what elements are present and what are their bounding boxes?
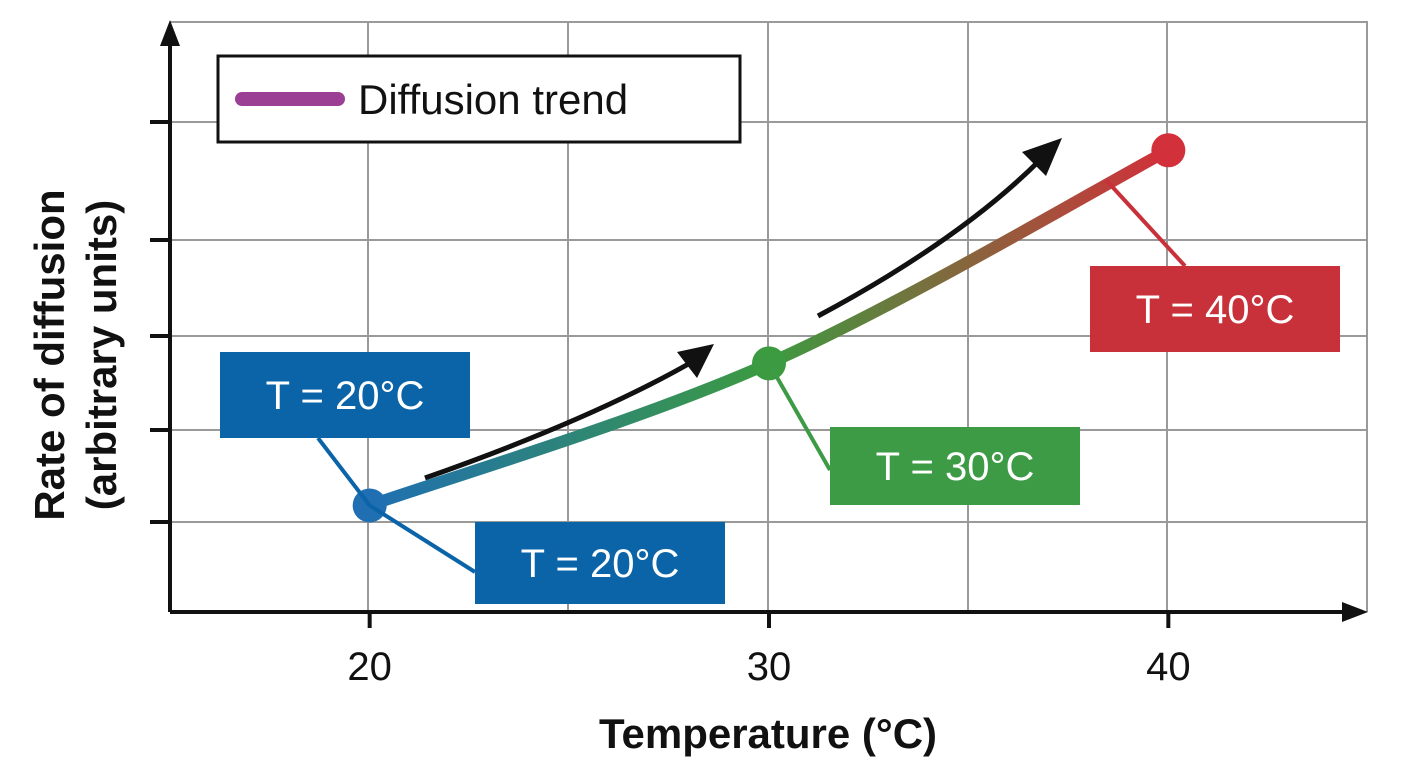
x-tick-label: 40 xyxy=(1146,645,1191,689)
y-tick-marks xyxy=(150,120,170,524)
callout-leader xyxy=(1104,178,1187,268)
axes xyxy=(160,20,1368,622)
callout-label: T = 20°C xyxy=(521,542,680,586)
callout-box xyxy=(475,522,725,604)
y-axis-title-line-2: (arbitrary units) xyxy=(78,200,125,510)
y-axis-title-line-1: Rate of diffusion xyxy=(26,189,73,520)
callout-leader xyxy=(767,362,832,471)
callout-label: T = 30°C xyxy=(876,445,1035,489)
callout-box xyxy=(220,352,470,438)
legend-label: Diffusion trend xyxy=(358,76,628,123)
trend-arrow-1-head xyxy=(677,344,714,378)
trend-arrow-2 xyxy=(816,158,1042,319)
y-axis-arrow xyxy=(160,20,180,46)
x-tick-label: 30 xyxy=(747,645,792,689)
y-axis-title: Rate of diffusion (arbitrary units) xyxy=(26,189,125,520)
callout-layer: T = 20°C T = 20°C T = 30°C T = 40°C xyxy=(220,178,1340,604)
x-axis-title: Temperature (°C) xyxy=(599,710,937,757)
callout-box xyxy=(830,427,1080,505)
callout-box xyxy=(1090,266,1340,352)
callout-label: T = 40°C xyxy=(1136,288,1295,332)
x-tick-label: 20 xyxy=(347,645,392,689)
trend-arrows xyxy=(424,138,1062,481)
callout-label: T = 20°C xyxy=(266,374,425,418)
trend-arrow-2-head xyxy=(1022,138,1062,176)
callout-leader xyxy=(368,503,477,574)
x-axis-arrow xyxy=(1342,602,1368,622)
x-tick-labels: 20 30 40 xyxy=(347,612,1191,689)
legend: Diffusion trend xyxy=(216,54,742,144)
trend-arrow-1 xyxy=(424,359,697,481)
callout-leader xyxy=(316,436,372,507)
data-point xyxy=(1151,133,1186,168)
